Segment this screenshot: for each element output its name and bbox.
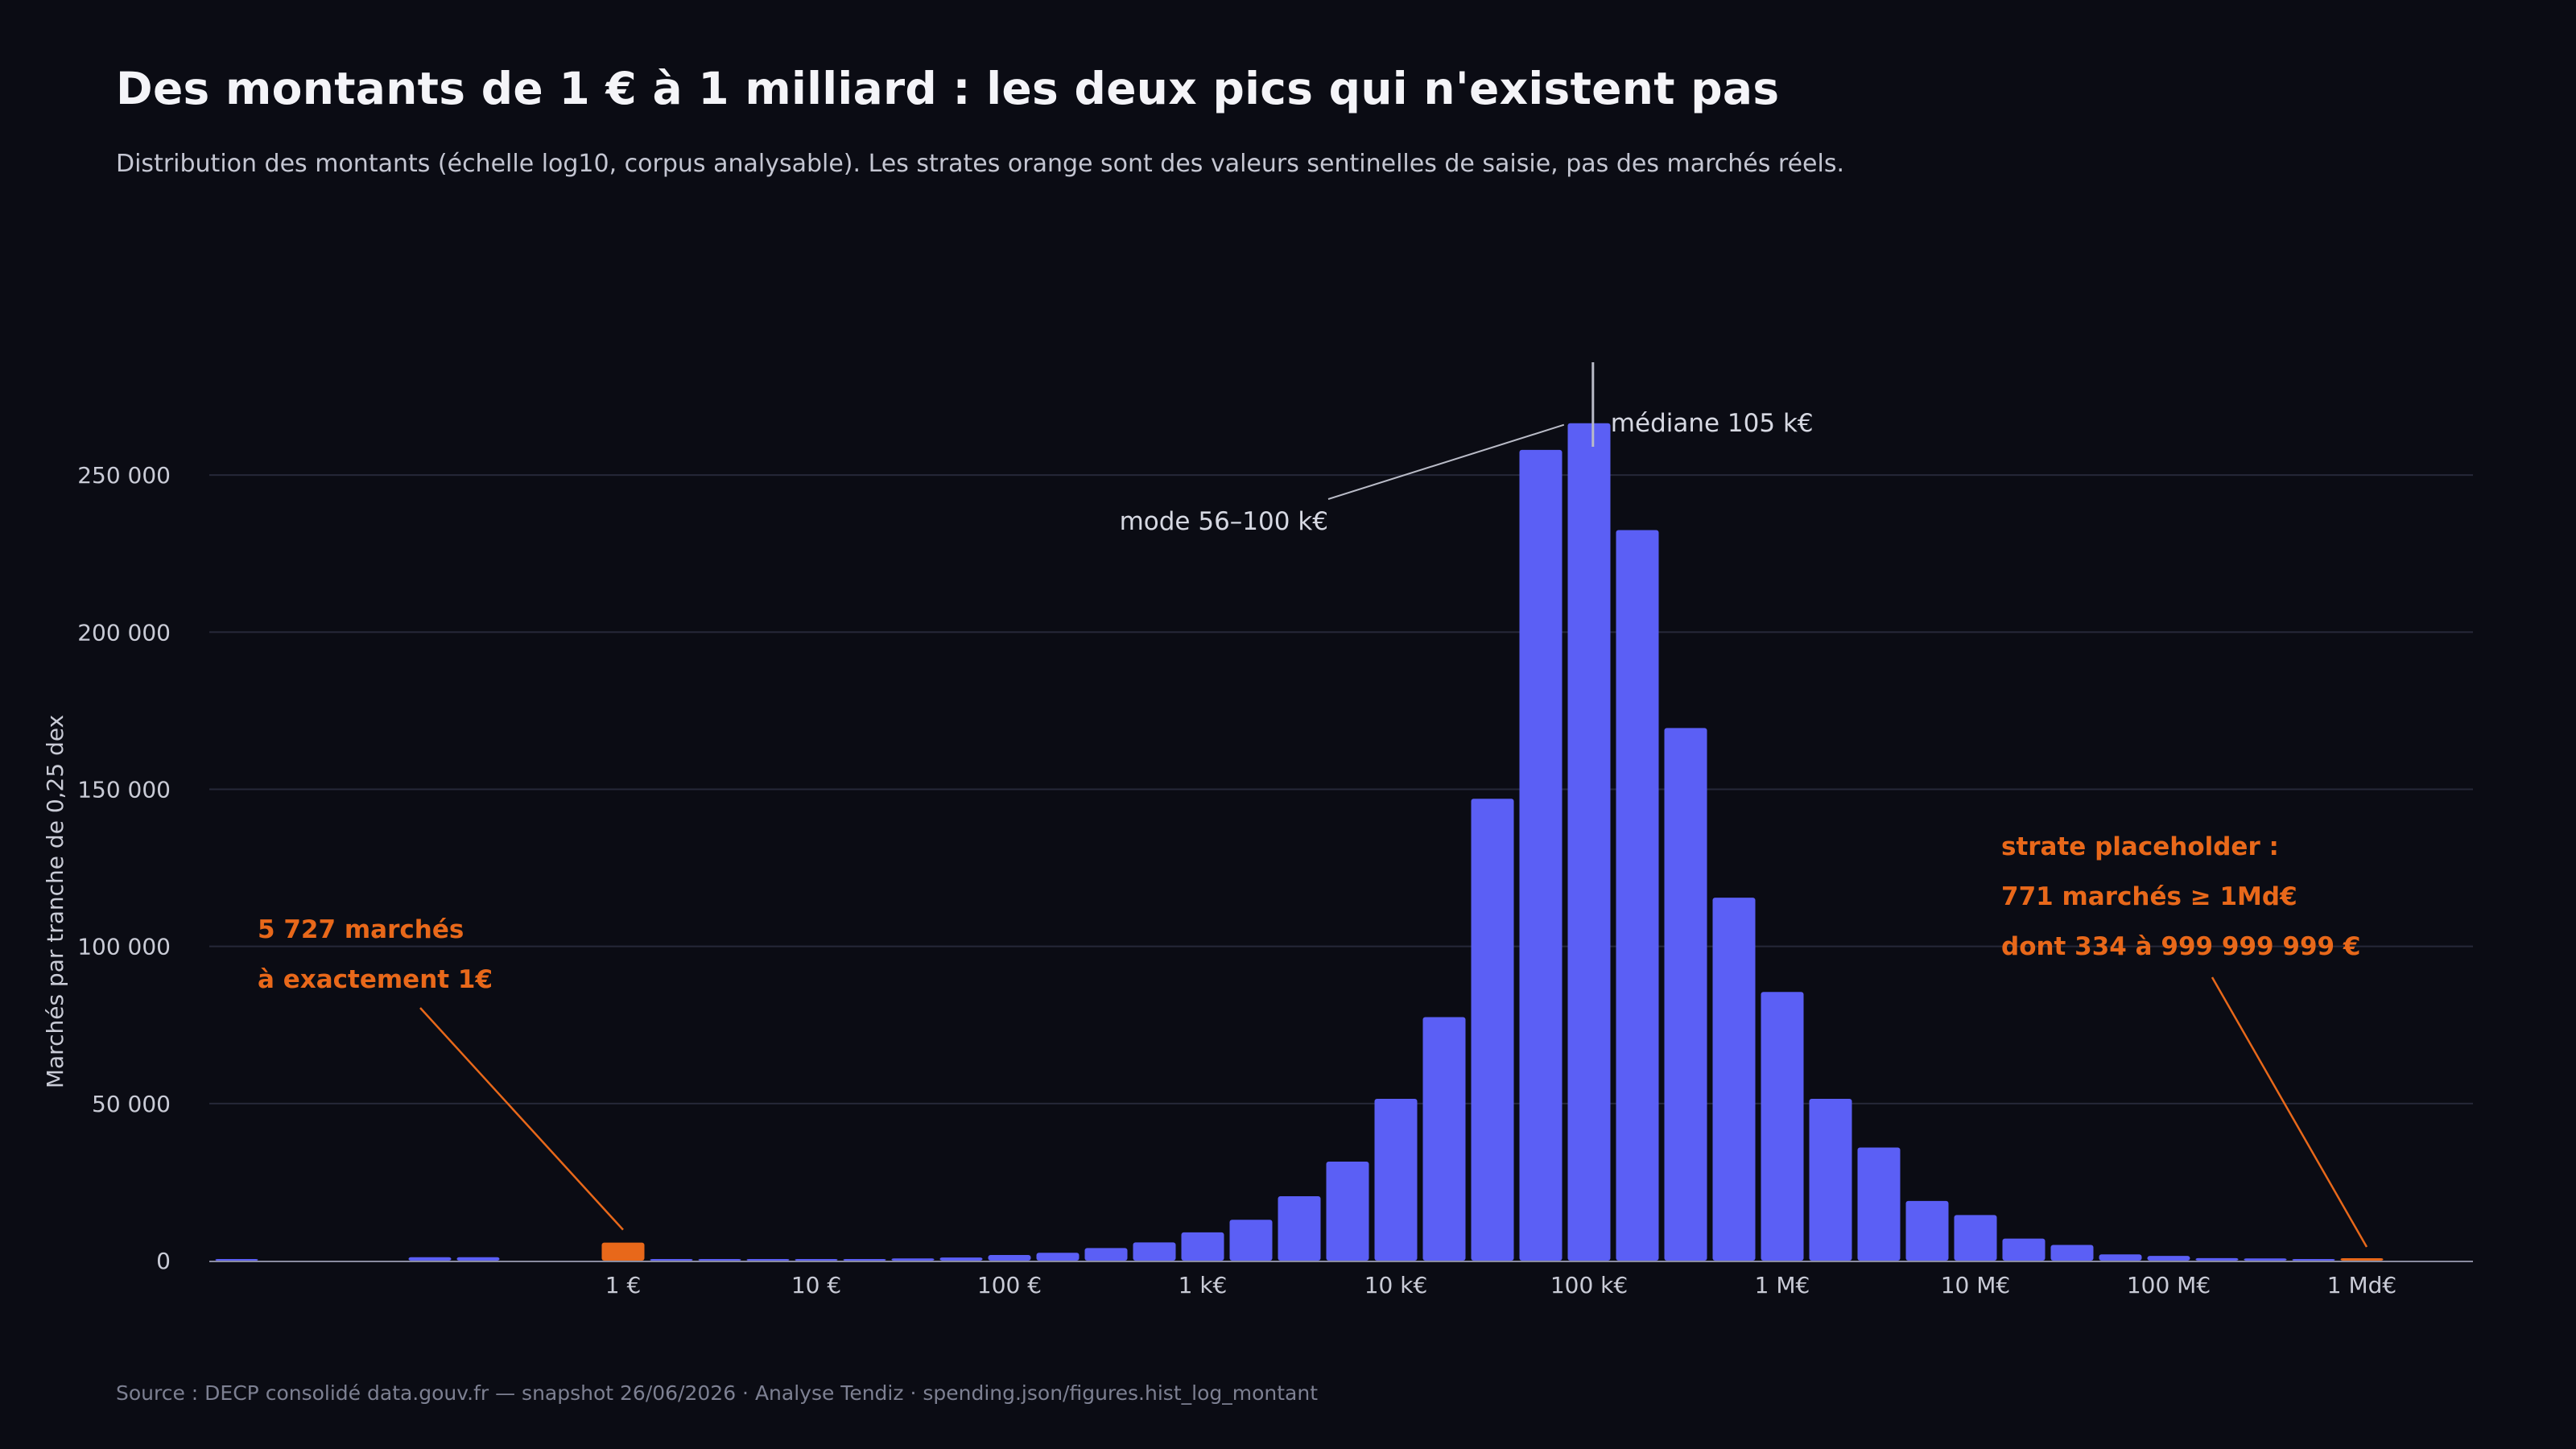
mode-label: mode 56–100 k€ — [1120, 507, 1328, 536]
sentinel-bar — [601, 1242, 645, 1261]
bar — [2292, 1259, 2335, 1261]
y-tick-label: 200 000 — [77, 619, 171, 646]
chart-subtitle: Distribution des montants (échelle log10… — [116, 150, 1845, 178]
one-euro-label: à exactement 1€ — [258, 965, 493, 994]
bar — [2244, 1258, 2287, 1261]
y-tick-label: 100 000 — [77, 934, 171, 960]
bar — [1567, 423, 1611, 1261]
bar — [650, 1259, 693, 1261]
bar — [1664, 728, 1707, 1261]
bar — [1326, 1162, 1369, 1261]
bar — [1519, 449, 1563, 1261]
bar — [746, 1259, 790, 1261]
bar — [698, 1259, 741, 1261]
bar — [1422, 1017, 1466, 1261]
mode-leader — [1327, 423, 1565, 500]
y-tick-label: 0 — [156, 1248, 171, 1274]
bar — [1084, 1248, 1128, 1261]
bar — [795, 1259, 838, 1261]
x-tick-label: 10 k€ — [1364, 1272, 1428, 1298]
bar — [1036, 1253, 1080, 1261]
y-tick-label: 250 000 — [77, 462, 171, 489]
bar — [1133, 1242, 1176, 1261]
median-label: médiane 105 k€ — [1611, 409, 1814, 438]
bar — [2099, 1254, 2142, 1261]
sentinel-bar — [2340, 1257, 2384, 1261]
x-tick-label: 10 M€ — [1941, 1272, 2011, 1298]
placeholder-label: strate placeholder : — [2001, 832, 2279, 861]
one-euro-leader — [419, 1007, 624, 1231]
x-tick-label: 100 k€ — [1550, 1272, 1628, 1298]
x-tick-label: 1 € — [605, 1272, 642, 1298]
bar — [1905, 1200, 1949, 1261]
placeholder-leader — [2211, 976, 2368, 1248]
y-axis-label: Marchés par tranche de 0,25 dex — [42, 715, 68, 1088]
x-tick-label: 100 M€ — [2127, 1272, 2211, 1298]
bar — [1278, 1195, 1321, 1261]
source-note: Source : DECP consolidé data.gouv.fr — s… — [116, 1381, 1318, 1405]
bar — [2002, 1238, 2046, 1261]
placeholder-label: 771 marchés ≥ 1Md€ — [2001, 882, 2297, 911]
bar — [1374, 1098, 1418, 1261]
bars — [215, 423, 2384, 1261]
bar — [408, 1257, 452, 1261]
x-tick-label: 1 M€ — [1755, 1272, 1810, 1298]
bar — [1809, 1098, 1852, 1261]
bar — [1712, 898, 1756, 1261]
y-tick-label: 50 000 — [92, 1091, 171, 1117]
bar — [1616, 530, 1659, 1261]
bar — [1954, 1215, 1997, 1261]
chart-title: Des montants de 1 € à 1 milliard : les d… — [116, 63, 1780, 114]
annotations: médiane 105 k€ mode 56–100 k€ 5 727 marché… — [258, 362, 2368, 1248]
x-tick-label: 1 Md€ — [2327, 1272, 2396, 1298]
x-tick-label: 1 k€ — [1179, 1272, 1228, 1298]
bar — [456, 1257, 500, 1261]
placeholder-label: dont 334 à 999 999 999 € — [2001, 932, 2360, 961]
bar — [2195, 1257, 2239, 1261]
bar — [1857, 1147, 1901, 1261]
bar — [1181, 1232, 1224, 1261]
bar — [1471, 799, 1514, 1261]
bar — [2147, 1256, 2190, 1261]
bar — [2050, 1245, 2094, 1261]
bar — [843, 1259, 886, 1261]
bar — [1229, 1220, 1273, 1261]
x-tick-label: 10 € — [791, 1272, 841, 1298]
x-tick-label: 100 € — [977, 1272, 1042, 1298]
axes: 0 50 000 100 000 150 000 200 000 250 000 March… — [42, 462, 2473, 1298]
bar — [939, 1257, 983, 1261]
bar — [1761, 992, 1804, 1261]
bar — [215, 1259, 258, 1261]
one-euro-label: 5 727 marchés — [258, 915, 464, 944]
y-tick-label: 150 000 — [77, 776, 171, 803]
bar — [988, 1254, 1031, 1261]
gridlines — [209, 474, 2473, 1104]
bar — [891, 1258, 935, 1261]
